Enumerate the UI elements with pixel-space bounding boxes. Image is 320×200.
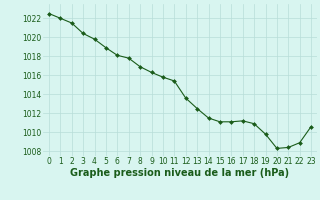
X-axis label: Graphe pression niveau de la mer (hPa): Graphe pression niveau de la mer (hPa) <box>70 168 290 178</box>
